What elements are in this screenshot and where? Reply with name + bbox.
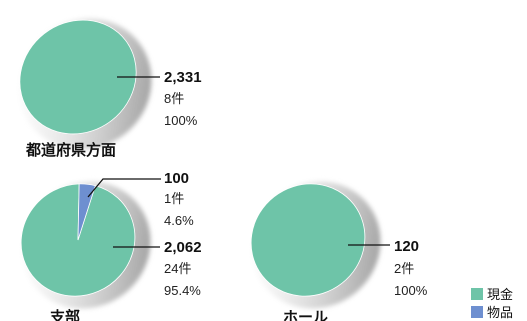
pie-3-slice-1 xyxy=(250,183,366,297)
pie-2-goods-count: 1件 xyxy=(164,191,184,206)
pie-2-leader-line-goods xyxy=(87,178,161,198)
pie-2-cash-amount: 2,062 xyxy=(164,239,202,256)
pie-3-count: 2件 xyxy=(394,261,414,276)
pie-1 xyxy=(19,19,137,135)
legend-label-cash: 現金 xyxy=(487,287,513,302)
legend-swatch-goods xyxy=(471,306,483,318)
pie-3 xyxy=(250,183,366,297)
pie-3-title: ホール xyxy=(283,309,328,321)
pie-2 xyxy=(20,183,136,297)
chart-1-prefecture: 2,331 8件 100% 都道府県方面 xyxy=(18,18,202,159)
pie-3-percent: 100% xyxy=(394,283,428,298)
legend: 現金 物品 xyxy=(471,287,513,320)
pie-1-amount: 2,331 xyxy=(164,69,202,86)
pie-1-percent: 100% xyxy=(164,113,198,128)
legend-label-goods: 物品 xyxy=(487,305,513,320)
pie-2-slice-2 xyxy=(77,183,96,241)
pie-3-amount: 120 xyxy=(394,238,419,255)
legend-swatch-cash xyxy=(471,288,483,300)
pie-2-cash-count: 24件 xyxy=(164,261,191,276)
chart-3-hall: 120 2件 100% ホール xyxy=(250,181,428,321)
pie-2-goods-amount: 100 xyxy=(164,170,189,187)
pie-1-slice-1 xyxy=(19,19,137,135)
pie-1-count: 8件 xyxy=(164,91,184,106)
chart-2-branch: 100 1件 4.6% 2,062 24件 95.4% 支部 xyxy=(20,170,202,321)
pie-1-title: 都道府県方面 xyxy=(25,141,116,159)
pie-2-cash-percent: 95.4% xyxy=(164,283,201,298)
pie-2-goods-percent: 4.6% xyxy=(164,213,194,228)
pie-2-title: 支部 xyxy=(49,308,80,321)
